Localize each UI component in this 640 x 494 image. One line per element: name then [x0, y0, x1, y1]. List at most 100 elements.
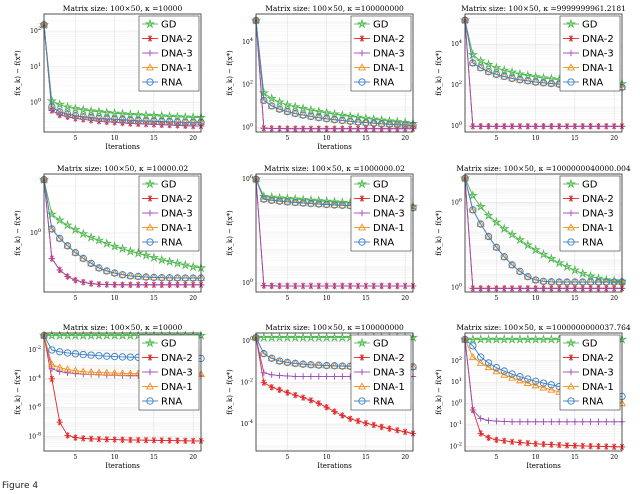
plot-frame [43, 173, 202, 293]
legend-marker-dna-2 [146, 195, 154, 202]
point-gd [140, 109, 152, 120]
point-rna [71, 112, 80, 120]
chart-title: Matrix size: 100×50, κ =10000 [63, 323, 183, 332]
point-dna-3 [401, 282, 409, 290]
legend-label-dna-1: DNA-1 [582, 223, 614, 234]
point-dna-3 [158, 281, 165, 289]
point-rna [283, 107, 292, 116]
point-dna-3 [532, 285, 539, 292]
legend-marker-dna-1 [146, 382, 154, 390]
series-dna-3 [461, 175, 626, 292]
point-gd [499, 223, 510, 234]
plot-frame [464, 13, 623, 133]
point-dna-3 [119, 281, 126, 289]
point-dna-1 [508, 373, 517, 381]
point-dna-3 [307, 282, 315, 290]
plot-frame [464, 332, 623, 452]
legend-marker-rna [146, 238, 154, 246]
x-tick-label: 5 [494, 454, 498, 461]
point-dna-2 [174, 437, 181, 444]
point-dna-3 [315, 125, 322, 132]
y-tick-base: 10 [30, 230, 38, 237]
legend-marker-gd [144, 178, 156, 189]
x-tick-label: 15 [362, 454, 370, 461]
point-dna-3 [72, 370, 79, 377]
point-rna [571, 278, 579, 286]
point-dna-1 [515, 267, 524, 275]
point-dna-1 [539, 383, 548, 391]
legend-label-rna: RNA [161, 238, 182, 249]
point-dna-3 [610, 418, 618, 425]
point-rna [291, 109, 299, 118]
point-dna-1 [55, 107, 64, 115]
y-tick-exponent: -2 [36, 345, 41, 351]
point-dna-3 [260, 282, 268, 289]
point-dna-3 [556, 285, 563, 292]
y-axis-label: f(x_k) − f(x*) [226, 369, 234, 415]
point-dna-2 [307, 397, 315, 404]
legend: GD DNA-2 DNA-3 DNA-1 RNA [559, 175, 621, 252]
point-dna-3 [354, 282, 362, 290]
x-axis-label: Iterations [105, 143, 140, 151]
point-dna-2 [493, 436, 500, 444]
point-dna-3 [72, 276, 79, 284]
y-axis-label: f(x_k) − f(x*) [14, 50, 22, 96]
y-tick-base: 10 [242, 280, 250, 287]
point-gd [78, 228, 89, 239]
y-tick-exponent: 0 [38, 98, 41, 104]
point-dna-3 [80, 278, 87, 286]
plot-frame [43, 13, 202, 133]
legend-marker-gd [356, 18, 368, 29]
point-gd [491, 62, 502, 73]
legend-label-dna-3: DNA-3 [161, 209, 193, 220]
y-tick-label: 104 [242, 37, 253, 46]
point-gd [93, 235, 105, 245]
point-dna-1 [79, 367, 88, 375]
point-gd [483, 334, 494, 344]
point-rna [516, 267, 524, 276]
point-gd [85, 232, 97, 242]
y-tick-base: 10 [28, 405, 36, 412]
point-rna [291, 359, 299, 368]
legend-label-rna: RNA [582, 397, 603, 408]
point-gd [554, 257, 565, 268]
point-dna-3 [386, 282, 393, 290]
x-tick-label: 10 [532, 135, 540, 142]
point-dna-3 [64, 273, 71, 280]
point-gd [329, 108, 340, 119]
y-tick-exponent: 1 [38, 62, 41, 68]
x-tick-label: 5 [73, 135, 77, 142]
point-dna-1 [94, 368, 103, 376]
y-tick-exponent: 2 [459, 80, 462, 86]
legend-label-rna: RNA [373, 397, 394, 408]
point-gd [156, 254, 167, 265]
legend: GD DNA-2 DNA-3 DNA-1 RNA [138, 15, 200, 92]
y-tick-exponent: -8 [36, 432, 41, 438]
point-dna-3 [524, 285, 531, 292]
legend-marker-rna [146, 397, 154, 405]
point-dna-2 [292, 391, 299, 399]
point-dna-3 [571, 418, 579, 425]
series-rna [252, 16, 417, 130]
y-axis-label: f(x_k) − f(x*) [226, 210, 234, 256]
point-rna [103, 352, 111, 360]
legend-marker-rna [567, 397, 575, 405]
point-gd [133, 330, 144, 340]
point-dna-3 [469, 406, 477, 414]
point-gd [85, 330, 97, 340]
legend-marker-rna [567, 238, 575, 246]
legend-label-rna: RNA [582, 78, 603, 89]
point-dna-3 [339, 125, 346, 132]
y-axis-label: f(x_k) − f(x*) [14, 369, 22, 415]
point-gd [321, 332, 332, 342]
chart-title: Matrix size: 100×50, κ =1000000040000.00… [456, 164, 631, 173]
point-gd [530, 244, 541, 255]
point-rna [602, 278, 610, 286]
point-rna [95, 114, 103, 123]
legend-label-rna: RNA [373, 238, 394, 249]
point-rna [268, 102, 276, 110]
